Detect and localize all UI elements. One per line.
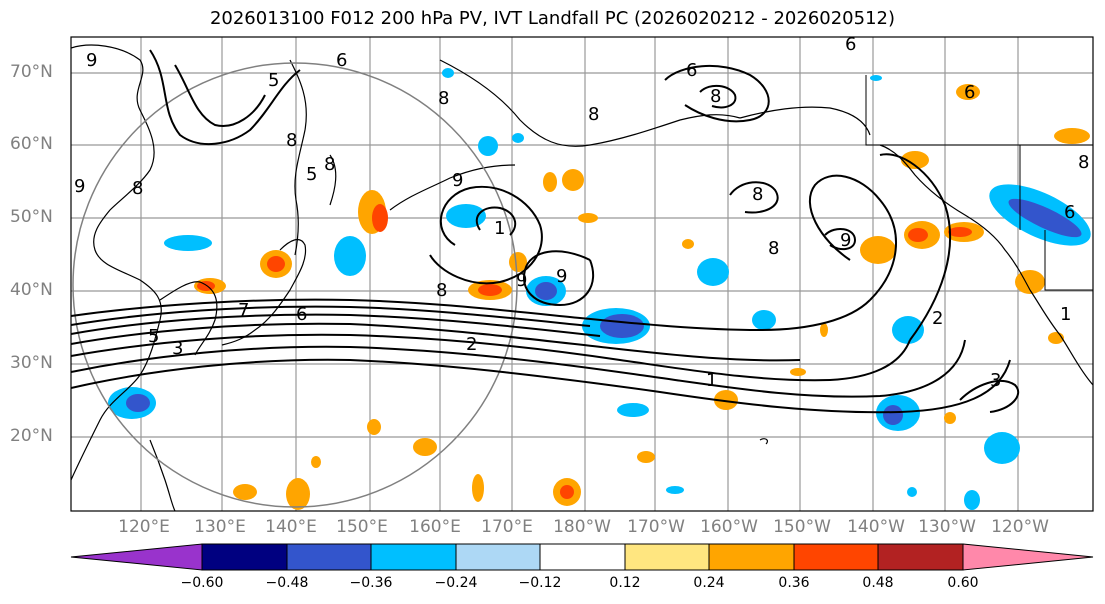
- lon-label: 140°W: [847, 517, 905, 537]
- contour-label: 6: [1064, 202, 1075, 223]
- colorbar-tick: 0.24: [693, 575, 725, 591]
- lat-label: 30°N: [10, 353, 53, 373]
- contour-label: 5: [268, 70, 279, 91]
- contour-label: 1: [1060, 304, 1071, 325]
- contour-label: 1: [706, 370, 717, 391]
- graticule: [71, 37, 1093, 511]
- contour-label: 6: [964, 82, 975, 103]
- contour-label: 8: [286, 130, 297, 151]
- contour-label: 2: [932, 308, 943, 329]
- contour-label: 8: [752, 184, 763, 205]
- colorbar-extend-right: [962, 543, 1094, 571]
- lon-label: 120°E: [118, 517, 170, 537]
- contour-label: 9: [840, 230, 851, 251]
- lon-label: 170°E: [481, 517, 533, 537]
- lon-label: 120°W: [991, 517, 1049, 537]
- lon-label: 160°E: [409, 517, 461, 537]
- contour-label: 8: [588, 104, 599, 125]
- lon-label: 130°E: [194, 517, 246, 537]
- contour-label: 1: [494, 218, 505, 239]
- map-frame: [70, 36, 1094, 512]
- lon-label: 180°W: [553, 517, 611, 537]
- range-circle: [72, 62, 518, 508]
- contour-label: 3: [990, 370, 1001, 391]
- contour-label: 6: [845, 34, 856, 55]
- contour-label: 5: [306, 164, 317, 185]
- contour-label: 6: [686, 60, 697, 81]
- lat-label: 70°N: [10, 62, 53, 82]
- colorbar-tick: −0.24: [434, 575, 478, 591]
- contour-label: 6: [336, 50, 347, 71]
- contour-label: 9: [452, 170, 463, 191]
- colorbar-tick: 0.36: [778, 575, 810, 591]
- colorbar-tick: −0.36: [349, 575, 393, 591]
- colorbar-tick: −0.48: [265, 575, 309, 591]
- contour-label: 9: [556, 266, 567, 287]
- map-title: 2026013100 F012 200 hPa PV, IVT Landfall…: [209, 8, 896, 29]
- colorbar-tick: −0.60: [180, 575, 224, 591]
- lon-label: 140°E: [265, 517, 317, 537]
- lat-label: 20°N: [10, 426, 53, 446]
- colorbar-tick: 0.12: [609, 575, 641, 591]
- lon-label: 160°W: [700, 517, 758, 537]
- contour-label: 8: [438, 88, 449, 109]
- lat-label: 50°N: [10, 207, 53, 227]
- coastlines: [71, 44, 1093, 511]
- lon-label: 170°W: [627, 517, 685, 537]
- contour-label: 6: [296, 304, 307, 325]
- contour-label: 8: [132, 178, 143, 199]
- contour-labels: 9 6 5 8 6 6 8 8 9 5 9 8 8 1 8 9 8 9 7 6 …: [74, 34, 1089, 391]
- boundary-box: [865, 75, 1093, 291]
- contour-label: 2: [466, 334, 477, 355]
- contour-label: 8: [324, 154, 335, 175]
- contour-label: 9: [86, 50, 97, 71]
- colorbar: [70, 543, 1094, 571]
- contour-label: 8: [768, 238, 779, 259]
- ivt-shading: [108, 68, 1091, 510]
- colorbar-extend-left: [70, 543, 203, 571]
- contour-label: 3: [172, 338, 183, 359]
- contour-label: 8: [1078, 152, 1089, 173]
- contour-label: 7: [238, 300, 249, 321]
- colorbar-tick: 0.60: [947, 575, 979, 591]
- lon-label: 150°E: [336, 517, 388, 537]
- colorbar-tick: −0.12: [518, 575, 562, 591]
- contour-label: 9: [516, 270, 527, 291]
- contour-label: 8: [436, 280, 447, 301]
- lat-label: 60°N: [10, 134, 53, 154]
- lon-label: 150°W: [773, 517, 831, 537]
- contour-label: 8: [710, 86, 721, 107]
- pv-contours: [71, 49, 1020, 414]
- lat-label: 40°N: [10, 280, 53, 300]
- contour-label: 5: [148, 326, 159, 347]
- colorbar-tick: 0.48: [862, 575, 894, 591]
- lon-label: 130°W: [918, 517, 976, 537]
- contour-label: 9: [74, 176, 85, 197]
